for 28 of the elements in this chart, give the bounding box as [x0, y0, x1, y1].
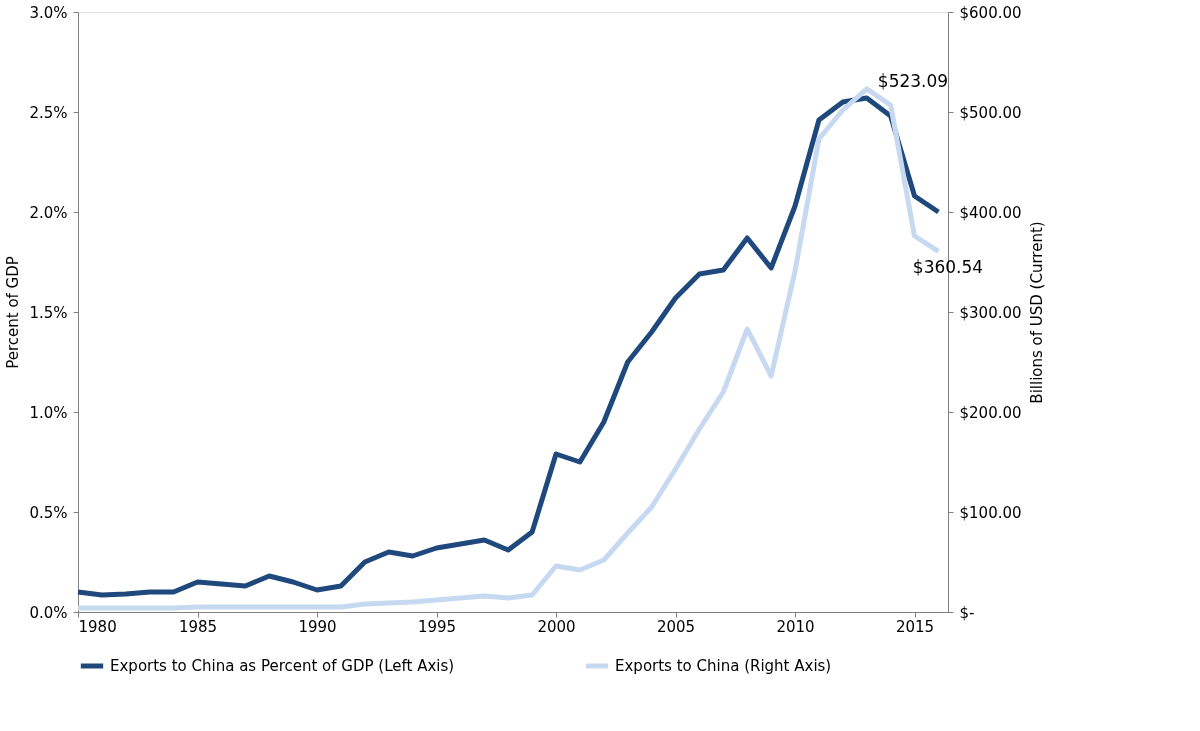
y-tick-label: 0.0% [29, 603, 68, 622]
y-axis-title: Percent of GDP [4, 256, 23, 369]
y2-tick-label: $500.00 [959, 103, 1022, 122]
x-tick-label: 1985 [178, 617, 218, 636]
y2-tick-label: $- [959, 603, 975, 622]
x-tick-label: 1995 [417, 617, 457, 636]
legend-label: Exports to China (Right Axis) [615, 657, 832, 675]
annotation: $523.09 [877, 71, 949, 91]
y2-tick-label: $300.00 [959, 303, 1022, 322]
y2-tick-label: $600.00 [959, 3, 1022, 22]
y-tick-label: 1.5% [29, 303, 68, 322]
y-tick-label: 3.0% [29, 3, 68, 22]
y2-axis-title: Billions of USD (Current) [1027, 221, 1046, 404]
x-tick-label: 2005 [656, 617, 696, 636]
x-tick-label: 2000 [537, 617, 576, 636]
x-tick-label: 2015 [895, 617, 935, 636]
y2-tick-label: $400.00 [959, 203, 1022, 222]
x-tick-label: 1990 [298, 617, 337, 636]
annotation: $360.54 [912, 257, 984, 277]
y-tick-label: 2.0% [29, 203, 68, 222]
y-tick-label: 1.0% [29, 403, 68, 422]
y2-tick-label: $100.00 [959, 503, 1022, 522]
y-tick-label: 2.5% [29, 103, 68, 122]
y2-tick-label: $200.00 [959, 403, 1022, 422]
legend-label: Exports to China as Percent of GDP (Left Axis) [110, 657, 455, 675]
x-tick-label: 2010 [776, 617, 815, 636]
y-tick-label: 0.5% [29, 503, 68, 522]
x-tick-label: 1980 [78, 617, 117, 636]
